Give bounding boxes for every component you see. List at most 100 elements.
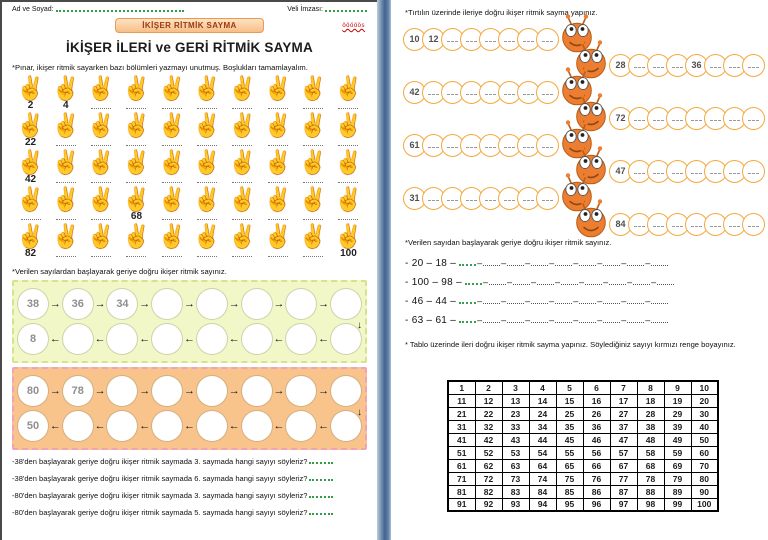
segment-blank-line (748, 62, 759, 68)
arrow-right-icon: → (273, 384, 285, 397)
table-cell: 3 (501, 380, 530, 395)
segment-blank-line (504, 36, 515, 42)
table-cell: 76 (582, 471, 611, 486)
hand-blank-line (338, 101, 359, 109)
hand-blank-line (197, 249, 218, 257)
segment-value: 84 (615, 219, 626, 229)
countdown-blank (555, 265, 573, 266)
table-cell: 45 (555, 432, 584, 447)
name-field: Ad ve Soyad: (12, 6, 184, 13)
segment-blank-line (447, 142, 458, 148)
segment-blank-line (523, 89, 534, 95)
count-circle-value: 8 (29, 332, 37, 345)
hand-blank-line (303, 101, 324, 109)
table-cell: 39 (663, 419, 692, 434)
caterpillar-segment (479, 27, 502, 51)
question-text: -80'den başlayarak geriye doğru ikişer r… (12, 491, 308, 500)
segment-blank-line (748, 221, 759, 227)
arrow-left-icon: ← (139, 419, 151, 432)
arrow-left-icon: ← (318, 419, 330, 432)
countdown-blank (579, 303, 597, 304)
hand-cell: ✌ 22 (13, 112, 48, 148)
countdown-blank (483, 303, 501, 304)
table-cell: 100 (690, 497, 719, 512)
answer-blank (308, 460, 333, 464)
segment-blank-line (523, 195, 534, 201)
countdown-blank (507, 303, 525, 304)
count-circle: 50 (18, 410, 48, 441)
table-cell: 11 (447, 393, 476, 408)
table-cell: 35 (555, 419, 584, 434)
signature-field: Veli İmzası: (287, 6, 367, 13)
caterpillar-segment (742, 212, 765, 236)
hand-count-number: 22 (24, 137, 37, 148)
table-row: 41 42 43 44 45 46 47 48 49 50 (447, 432, 719, 447)
victory-hand-icon: ✌ (86, 75, 116, 101)
segment-blank-line (485, 36, 496, 42)
hand-cell: ✌ (84, 186, 119, 222)
hand-count-number: 68 (130, 211, 143, 222)
hand-blank-line (161, 175, 182, 183)
hand-cell: ✌ (225, 75, 260, 111)
table-cell: 44 (528, 432, 557, 447)
hand-cell: ✌ (260, 149, 295, 185)
countdown-line: - 46 – 44 – – – – – – – – – (405, 292, 764, 307)
hand-blank-line (267, 249, 288, 257)
arrow-right-icon: → (49, 384, 61, 397)
caterpillar-head-icon (576, 39, 606, 78)
table-row: 91 92 93 94 95 96 97 98 99 100 (447, 497, 719, 512)
table-cell: 95 (555, 497, 584, 512)
table-cell: 86 (582, 484, 611, 499)
countdown-prompt: *Verilen sayıdan başlayarak geriye doğru… (405, 238, 612, 247)
table-cell: 58 (636, 445, 665, 460)
hand-cell: ✌ (296, 149, 331, 185)
hand-counting-grid: ✌ 2 ✌ 4 ✌ ✌ ✌ ✌ ✌ ✌ ✌ ✌ ✌ 22 ✌ ✌ ✌ ✌ ✌ ✌ ✌ ✌ ✌ ✌ 42 ✌ ✌ ✌ ✌ ✌ ✌ ✌ ✌ ✌ ✌ ✌ ✌ ✌… (12, 75, 367, 259)
caterpillar-head-icon (576, 198, 606, 237)
table-cell: 19 (663, 393, 692, 408)
hand-blank-line (91, 101, 112, 109)
hand-blank-line (197, 212, 218, 220)
segment-value: 42 (409, 87, 420, 97)
count-circle (196, 323, 227, 354)
hand-blank-line (267, 101, 288, 109)
dash-separator: – (621, 315, 627, 325)
count-circle (286, 410, 317, 441)
hand-cell: ✌ 42 (13, 149, 48, 185)
hand-cell: ✌ (154, 149, 189, 185)
segment-blank-line (485, 195, 496, 201)
count-circle-value: 38 (26, 297, 40, 310)
arrow-right-icon: → (94, 297, 106, 310)
table-cell: 71 (447, 471, 476, 486)
table-cell: 60 (690, 445, 719, 460)
hand-cell: ✌ (84, 149, 119, 185)
arrow-right-icon: → (94, 384, 106, 397)
countdown-blank (627, 303, 645, 304)
segment-blank-line (634, 115, 645, 121)
table-cell: 83 (501, 484, 530, 499)
countdown-chain-box-green: 38 → 36 → 34 → → → → → 8 ← ← ← ← ← ← ← ↓ (12, 280, 367, 363)
segment-blank-line (748, 115, 759, 121)
count-circle (241, 323, 272, 354)
hand-cell: ✌ 68 (119, 186, 154, 222)
dash-separator: – (573, 296, 579, 306)
hand-blank-line (232, 175, 253, 183)
segment-value: 12 (428, 34, 439, 44)
segment-value: 36 (691, 60, 702, 70)
hand-cell: ✌ (331, 112, 366, 148)
segment-blank-line (634, 168, 645, 174)
table-row: 11 12 13 14 15 16 17 18 19 20 (447, 393, 719, 408)
dash-separator: – (477, 296, 483, 306)
countdown-start-numbers: - 20 – 18 – (405, 258, 457, 269)
segment-blank-line (729, 221, 740, 227)
victory-hand-icon: ✌ (122, 149, 151, 175)
caterpillar-head (560, 172, 594, 212)
hand-row: ✌ 82 ✌ ✌ ✌ ✌ ✌ ✌ ✌ ✌ ✌ 100 (12, 223, 367, 259)
victory-hand-icon: ✌ (228, 75, 257, 101)
segment-blank-line (447, 89, 458, 95)
table-row: 51 52 53 54 55 56 57 58 59 60 (447, 445, 719, 460)
caterpillar-segment (666, 212, 689, 236)
answer-blank (308, 494, 333, 498)
hand-cell: ✌ (296, 75, 331, 111)
victory-hand-icon: ✌ (51, 223, 81, 249)
